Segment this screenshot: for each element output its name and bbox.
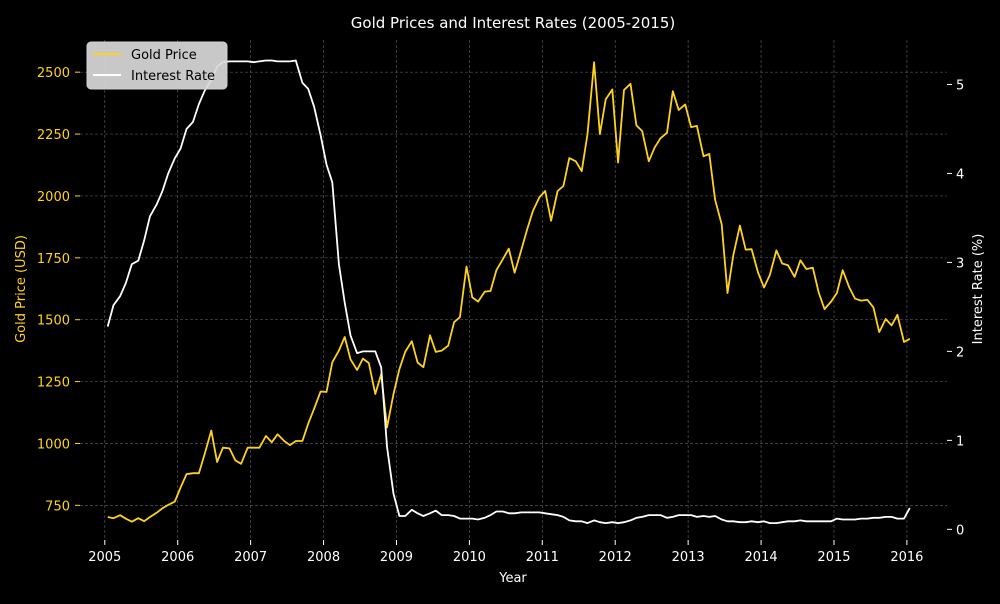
x-tick-label: 2009 <box>380 550 413 565</box>
right-y-tick-label: 1 <box>956 434 964 449</box>
x-tick-label: 2016 <box>890 550 923 565</box>
left-y-axis: 750 1000 1250 1500 1750 2000 2250 2500 <box>37 66 80 514</box>
series-line-interest-rate <box>106 59 911 524</box>
x-tick-label: 2008 <box>307 550 340 565</box>
x-tick-label: 2006 <box>161 550 194 565</box>
series-line-gold-price <box>107 61 911 523</box>
x-tick-label: 2015 <box>817 550 850 565</box>
series-layer <box>106 59 911 524</box>
x-tick-label: 2007 <box>234 550 267 565</box>
right-y-tick-label: 5 <box>956 78 964 93</box>
legend-box <box>86 41 228 90</box>
x-tick-label: 2005 <box>88 550 121 565</box>
left-y-axis-label: Gold Price (USD) <box>14 235 29 343</box>
x-tick-label: 2011 <box>526 550 559 565</box>
left-y-tick-label: 2250 <box>37 128 70 143</box>
left-y-tick-label: 1500 <box>37 314 70 329</box>
grid-lines <box>80 40 947 540</box>
legend-label-interest-rate: Interest Rate <box>131 69 215 84</box>
left-y-tick-label: 750 <box>45 499 70 514</box>
right-y-tick-label: 3 <box>956 256 964 271</box>
right-y-tick-label: 0 <box>956 523 964 538</box>
left-y-tick-label: 2000 <box>37 190 70 205</box>
x-tick-label: 2014 <box>745 550 778 565</box>
legend: Gold Price Interest Rate <box>86 41 228 90</box>
right-y-tick-label: 4 <box>956 167 964 182</box>
x-axis: 2005 2006 2007 2008 2009 2010 2011 2012 2013 2014… <box>88 540 923 565</box>
x-tick-label: 2013 <box>672 550 705 565</box>
right-y-axis: 0 1 2 3 4 5 <box>947 78 964 538</box>
left-y-tick-label: 1000 <box>37 437 70 452</box>
left-y-tick-label: 1250 <box>37 376 70 391</box>
right-y-tick-label: 2 <box>956 345 964 360</box>
x-tick-label: 2012 <box>599 550 632 565</box>
x-axis-label: Year <box>498 571 527 586</box>
x-tick-label: 2010 <box>453 550 486 565</box>
right-y-axis-label: Interest Rate (%) <box>971 234 986 345</box>
left-y-tick-label: 1750 <box>37 252 70 267</box>
chart-title: Gold Prices and Interest Rates (2005-201… <box>351 14 675 32</box>
left-y-tick-label: 2500 <box>37 66 70 81</box>
legend-label-gold-price: Gold Price <box>131 48 197 63</box>
